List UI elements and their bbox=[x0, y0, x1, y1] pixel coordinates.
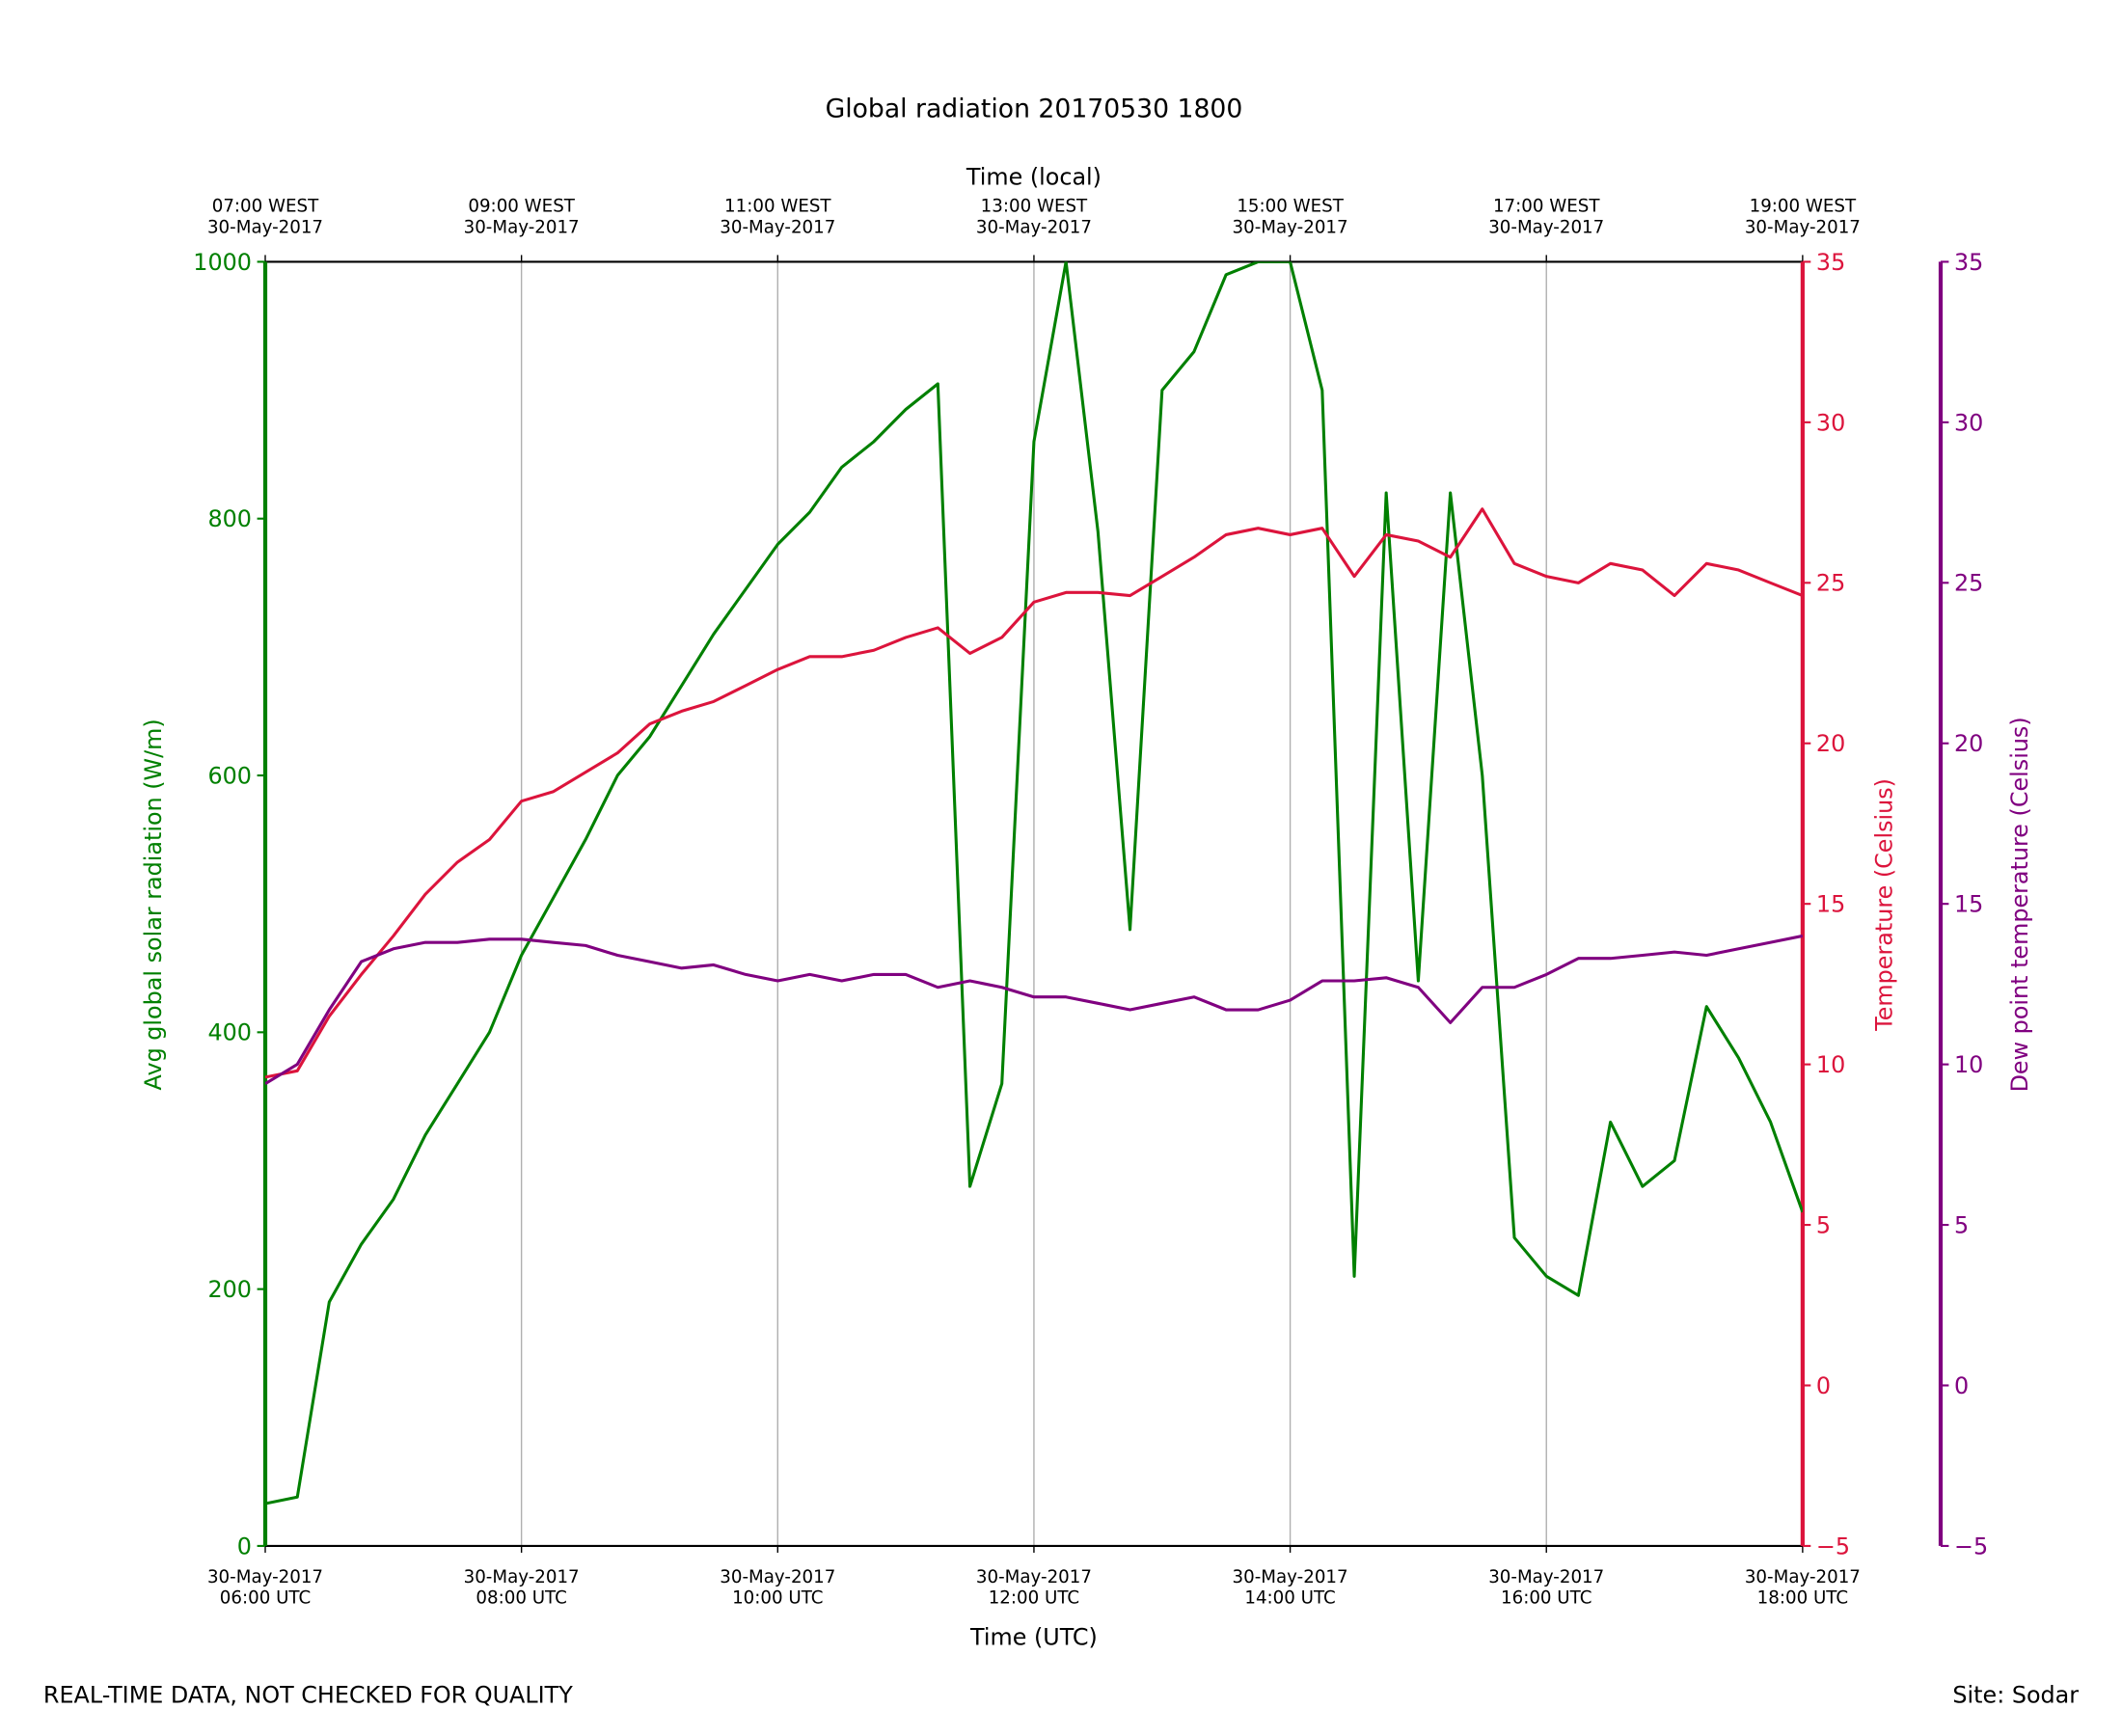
footer-note: REAL-TIME DATA, NOT CHECKED FOR QUALITY bbox=[43, 1682, 573, 1709]
x2-tick-label: 15:00 WEST 30-May-2017 bbox=[1233, 197, 1348, 238]
y-tick-label: −5 bbox=[1816, 1533, 1850, 1560]
series-line bbox=[265, 507, 1803, 1079]
y2-axis-label: Temperature (Celsius) bbox=[1870, 778, 1897, 1032]
y-tick-label: 0 bbox=[237, 1533, 252, 1560]
y-tick-label: 0 bbox=[1954, 1372, 1969, 1399]
x-tick-label: 30-May-2017 18:00 UTC bbox=[1745, 1567, 1861, 1609]
series-line bbox=[265, 261, 1803, 1505]
y-tick-label: 35 bbox=[1816, 249, 1845, 276]
y-tick-label: 20 bbox=[1816, 730, 1845, 757]
x-axis-label: Time (UTC) bbox=[969, 1623, 1098, 1650]
y-tick-label: 15 bbox=[1816, 891, 1845, 918]
x2-tick-label: 07:00 WEST 30-May-2017 bbox=[207, 197, 323, 238]
y-tick-label: 15 bbox=[1954, 891, 1983, 918]
x-tick-label: 30-May-2017 12:00 UTC bbox=[976, 1567, 1092, 1609]
series-line bbox=[265, 934, 1803, 1085]
x2-tick-label: 17:00 WEST 30-May-2017 bbox=[1488, 197, 1604, 238]
y-tick-label: −5 bbox=[1954, 1533, 1988, 1560]
y-tick-label: 5 bbox=[1816, 1211, 1831, 1238]
y-tick-label: 600 bbox=[207, 762, 252, 789]
y-tick-label: 25 bbox=[1954, 570, 1983, 597]
y3-axis-label: Dew point temperature (Celsius) bbox=[2006, 717, 2033, 1092]
x2-tick-label: 19:00 WEST 30-May-2017 bbox=[1745, 197, 1861, 238]
y-tick-label: 800 bbox=[207, 505, 252, 532]
y-axis-label: Avg global solar radiation (W/m) bbox=[140, 719, 167, 1090]
y-tick-label: 10 bbox=[1954, 1051, 1983, 1078]
x-tick-label: 30-May-2017 08:00 UTC bbox=[464, 1567, 580, 1609]
footer-site: Site: Sodar bbox=[1952, 1682, 2079, 1709]
chart-title: Global radiation 20170530 1800 bbox=[826, 94, 1243, 123]
x-tick-label: 30-May-2017 14:00 UTC bbox=[1233, 1567, 1348, 1609]
y-tick-label: 5 bbox=[1954, 1211, 1969, 1238]
y-tick-label: 30 bbox=[1816, 409, 1845, 436]
y-tick-label: 400 bbox=[207, 1019, 252, 1046]
x2-tick-label: 11:00 WEST 30-May-2017 bbox=[720, 197, 835, 238]
x-tick-label: 30-May-2017 06:00 UTC bbox=[207, 1567, 323, 1609]
y-tick-label: 0 bbox=[1816, 1372, 1831, 1399]
x2-tick-label: 09:00 WEST 30-May-2017 bbox=[464, 197, 580, 238]
y-tick-label: 35 bbox=[1954, 249, 1983, 276]
x2-axis-label: Time (local) bbox=[966, 163, 1102, 190]
y-tick-label: 200 bbox=[207, 1276, 252, 1303]
y-tick-label: 25 bbox=[1816, 570, 1845, 597]
x2-tick-label: 13:00 WEST 30-May-2017 bbox=[976, 197, 1092, 238]
y-tick-label: 30 bbox=[1954, 409, 1983, 436]
x-tick-label: 30-May-2017 10:00 UTC bbox=[720, 1567, 835, 1609]
y-tick-label: 1000 bbox=[193, 249, 252, 276]
x-tick-label: 30-May-2017 16:00 UTC bbox=[1488, 1567, 1604, 1609]
y-tick-label: 20 bbox=[1954, 730, 1983, 757]
y-tick-label: 10 bbox=[1816, 1051, 1845, 1078]
